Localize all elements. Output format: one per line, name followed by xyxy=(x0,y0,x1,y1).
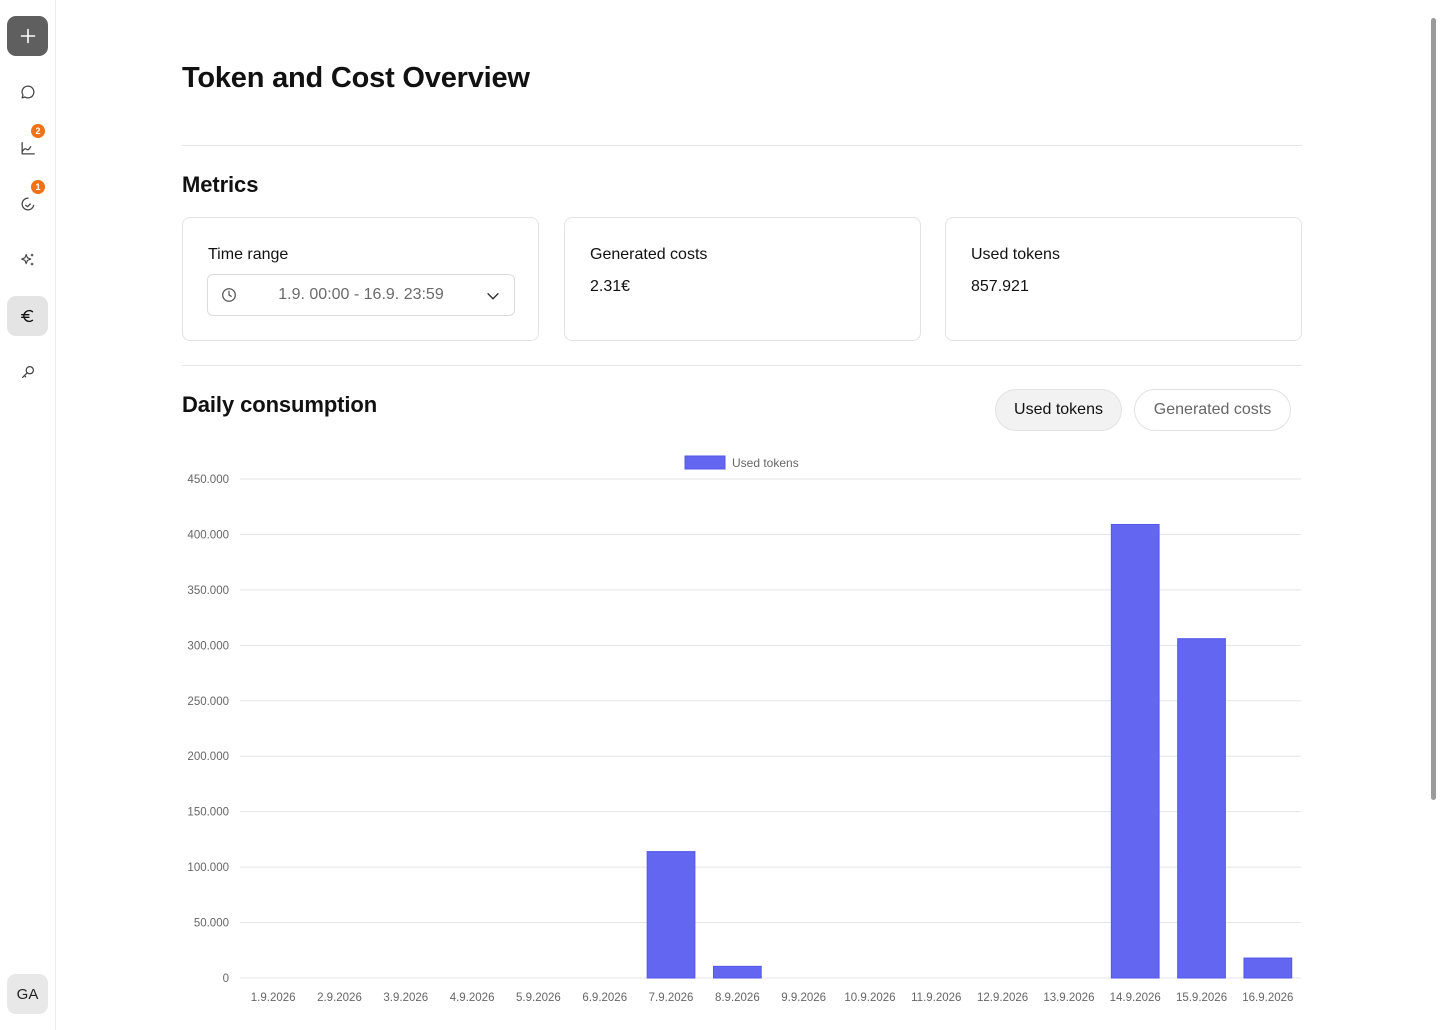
notification-badge: 1 xyxy=(31,180,45,194)
used-tokens-card: Used tokens 857.921 xyxy=(945,217,1302,341)
y-tick-label: 400.000 xyxy=(187,529,229,541)
y-tick-label: 150.000 xyxy=(187,807,229,819)
plus-icon xyxy=(20,28,35,44)
bar xyxy=(1110,523,1160,979)
x-tick-label: 15.9.2026 xyxy=(1176,992,1227,1004)
sidebar: 2 1 GA xyxy=(0,0,56,1030)
new-button[interactable] xyxy=(7,16,48,56)
bar xyxy=(1177,638,1226,979)
y-tick-label: 300.000 xyxy=(187,640,229,652)
sidebar-item-chat[interactable] xyxy=(7,72,48,112)
x-tick-label: 12.9.2026 xyxy=(977,992,1028,1004)
y-tick-label: 200.000 xyxy=(187,751,229,763)
divider xyxy=(182,365,1302,366)
chevron-down-icon xyxy=(487,293,499,300)
x-tick-label: 9.9.2026 xyxy=(781,992,826,1004)
avatar[interactable]: GA xyxy=(7,974,48,1014)
x-tick-label: 7.9.2026 xyxy=(649,992,694,1004)
notification-badge: 2 xyxy=(31,124,45,138)
y-tick-label: 100.000 xyxy=(187,862,229,874)
key-icon xyxy=(21,365,34,379)
x-tick-label: 13.9.2026 xyxy=(1043,992,1094,1004)
metrics-title: Metrics xyxy=(182,172,259,197)
generated-costs-label: Generated costs xyxy=(590,246,708,263)
time-range-select[interactable]: 1.9. 00:00 - 16.9. 23:59 xyxy=(207,274,515,316)
y-tick-label: 50.000 xyxy=(194,918,229,930)
x-tick-label: 1.9.2026 xyxy=(251,992,296,1004)
daily-consumption-chart: 0 50.000 100.000 150.000 200.000 250.000 300.0… xyxy=(187,455,1301,1004)
generated-costs-card: Generated costs 2.31€ xyxy=(564,217,921,341)
x-tick-label: 3.9.2026 xyxy=(383,992,428,1004)
x-tick-label: 5.9.2026 xyxy=(516,992,561,1004)
time-range-card: Time range 1.9. 00:00 - 16.9. 23:59 xyxy=(182,217,539,341)
toggle-generated-costs[interactable]: Generated costs xyxy=(1134,389,1291,431)
y-tick-label: 250.000 xyxy=(187,696,229,708)
sparkles-icon xyxy=(20,253,33,266)
chat-bubble-icon xyxy=(20,85,34,99)
y-tick-label: 450.000 xyxy=(187,474,229,486)
toggle-used-tokens[interactable]: Used tokens xyxy=(995,389,1122,431)
x-tick-label: 4.9.2026 xyxy=(450,992,495,1004)
legend-label: Used tokens xyxy=(732,456,799,470)
sidebar-item-analytics[interactable]: 2 xyxy=(7,124,48,168)
bar xyxy=(712,965,762,979)
euro-icon xyxy=(20,309,33,323)
x-tick-label: 6.9.2026 xyxy=(582,992,627,1004)
sidebar-item-costs[interactable] xyxy=(7,296,48,336)
legend-swatch xyxy=(684,455,726,470)
clock-icon xyxy=(222,288,236,302)
bar xyxy=(646,851,696,979)
used-tokens-value: 857.921 xyxy=(971,278,1029,295)
x-tick-label: 8.9.2026 xyxy=(715,992,760,1004)
chart-line-icon xyxy=(21,141,35,155)
generated-costs-value: 2.31€ xyxy=(590,278,631,295)
x-tick-label: 14.9.2026 xyxy=(1110,992,1161,1004)
x-tick-label: 10.9.2026 xyxy=(844,992,895,1004)
page-title: Token and Cost Overview xyxy=(182,62,530,94)
sidebar-item-keys[interactable] xyxy=(7,352,48,392)
x-tick-label: 16.9.2026 xyxy=(1242,992,1293,1004)
y-tick-label: 0 xyxy=(223,973,229,985)
x-tick-label: 11.9.2026 xyxy=(911,992,961,1004)
scrollbar-thumb[interactable] xyxy=(1431,18,1436,800)
divider xyxy=(182,145,1302,146)
time-range-label: Time range xyxy=(208,246,289,263)
x-tick-label: 2.9.2026 xyxy=(317,992,362,1004)
gauge-icon xyxy=(21,197,34,211)
bar xyxy=(1243,957,1293,979)
sidebar-item-usage[interactable]: 1 xyxy=(7,180,48,224)
used-tokens-label: Used tokens xyxy=(971,246,1060,263)
time-range-value: 1.9. 00:00 - 16.9. 23:59 xyxy=(278,286,444,303)
sidebar-item-ai[interactable] xyxy=(7,240,48,280)
y-tick-label: 350.000 xyxy=(187,585,229,597)
daily-consumption-title: Daily consumption xyxy=(182,392,378,417)
scrollbar[interactable] xyxy=(1428,0,1440,1030)
